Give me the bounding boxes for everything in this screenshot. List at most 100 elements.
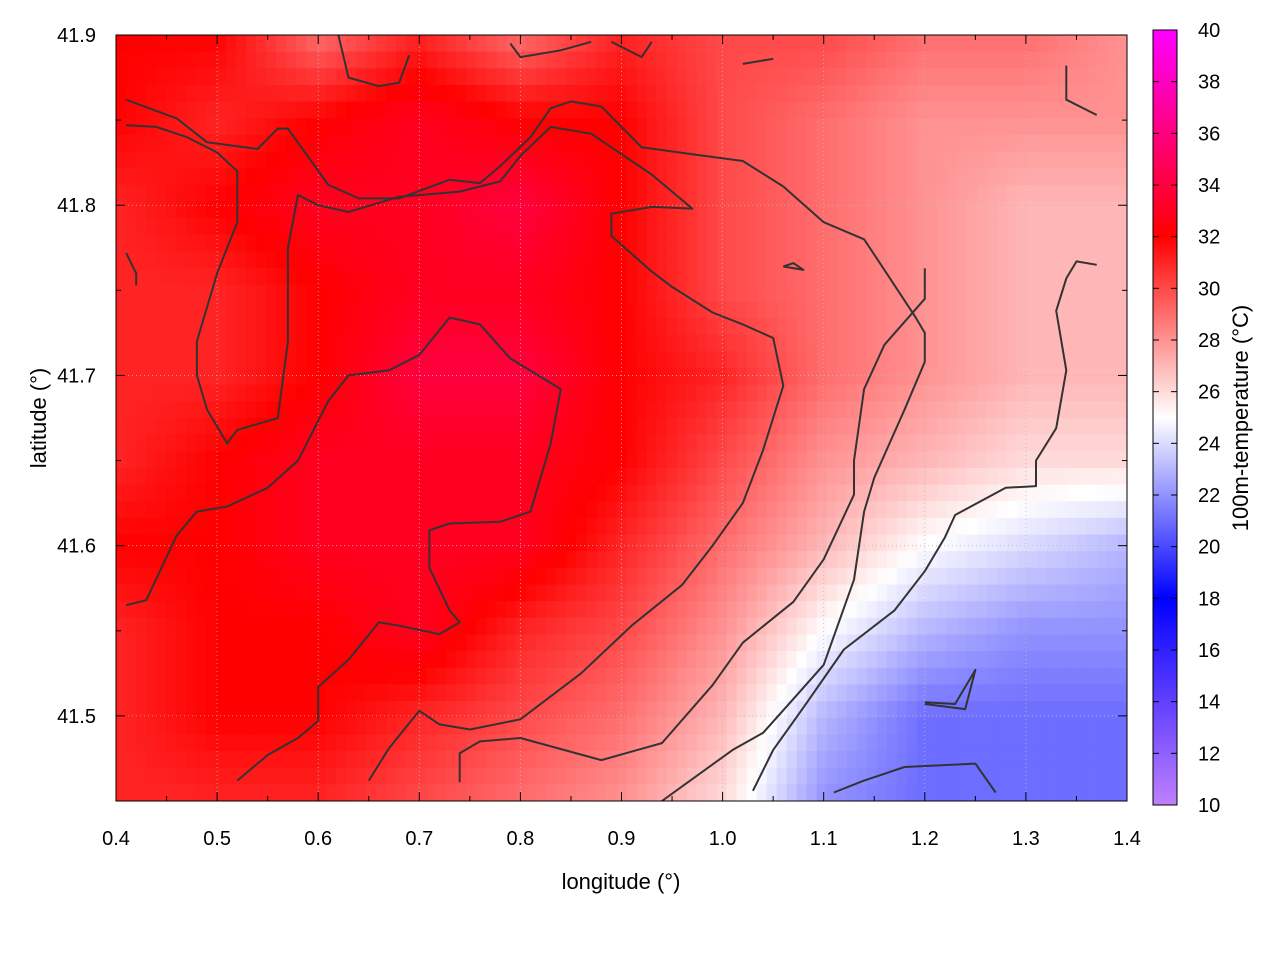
heatmap-cell xyxy=(676,268,688,286)
heatmap-cell xyxy=(436,751,447,769)
heatmap-cell xyxy=(726,384,738,402)
heatmap-cell xyxy=(936,384,948,402)
heatmap-cell xyxy=(246,667,257,686)
heatmap-cell xyxy=(556,551,568,569)
heatmap-cell xyxy=(976,218,988,236)
heatmap-cell xyxy=(1016,184,1028,203)
heatmap-cell xyxy=(706,68,718,86)
heatmap-cell xyxy=(1106,451,1118,469)
heatmap-cell xyxy=(126,184,137,203)
heatmap-cell xyxy=(1086,401,1098,419)
heatmap-cell xyxy=(506,201,517,219)
heatmap-cell xyxy=(606,351,618,369)
heatmap-cell xyxy=(546,51,558,69)
heatmap-cell xyxy=(596,334,608,352)
heatmap-cell xyxy=(246,35,257,53)
heatmap-cell xyxy=(976,234,988,253)
heatmap-cell xyxy=(386,418,397,436)
heatmap-cell xyxy=(816,401,828,419)
colorbar-tick-label: 16 xyxy=(1198,640,1220,662)
heatmap-cell xyxy=(676,201,688,219)
heatmap-cell xyxy=(656,184,668,203)
heatmap-cell xyxy=(566,651,578,669)
heatmap-cell xyxy=(366,268,377,286)
heatmap-cell xyxy=(236,384,247,402)
heatmap-cell xyxy=(566,467,578,486)
heatmap-cell xyxy=(276,634,287,652)
heatmap-cell xyxy=(276,201,287,219)
heatmap-cell xyxy=(436,118,447,136)
heatmap-cell xyxy=(916,118,928,136)
heatmap-cell xyxy=(646,501,658,519)
heatmap-cell xyxy=(696,501,708,519)
heatmap-cell xyxy=(556,334,568,352)
heatmap-cell xyxy=(336,134,347,153)
heatmap-cell xyxy=(606,251,618,269)
heatmap-cell xyxy=(836,467,848,486)
heatmap-cell xyxy=(916,451,928,469)
heatmap-cell xyxy=(346,601,357,619)
heatmap-cell xyxy=(566,218,578,236)
heatmap-cell xyxy=(546,467,558,486)
heatmap-cell xyxy=(1066,418,1078,436)
heatmap-cell xyxy=(876,551,888,569)
heatmap-cell xyxy=(416,567,427,586)
heatmap-cell xyxy=(656,551,668,569)
heatmap-cell xyxy=(566,701,578,719)
heatmap-cell xyxy=(1066,451,1078,469)
heatmap-cell xyxy=(296,434,307,452)
heatmap-cell xyxy=(506,584,517,602)
heatmap-cell xyxy=(1046,667,1058,686)
heatmap-cell xyxy=(416,451,427,469)
heatmap-cell xyxy=(1046,268,1058,286)
heatmap-cell xyxy=(766,51,778,69)
heatmap-cell xyxy=(976,534,988,552)
heatmap-cell xyxy=(506,617,517,636)
heatmap-cell xyxy=(126,68,137,86)
heatmap-cell xyxy=(906,368,918,386)
heatmap-cell xyxy=(746,601,758,619)
heatmap-cell xyxy=(1006,667,1018,686)
heatmap-cell xyxy=(986,168,998,186)
heatmap-cell xyxy=(336,418,347,436)
heatmap-cell xyxy=(826,667,838,686)
heatmap-cell xyxy=(596,451,608,469)
heatmap-cell xyxy=(456,351,467,369)
heatmap-cell xyxy=(446,118,457,136)
heatmap-cell xyxy=(926,168,938,186)
heatmap-cell xyxy=(246,318,257,336)
heatmap-cell xyxy=(446,84,457,103)
heatmap-cell xyxy=(266,134,277,153)
heatmap-cell xyxy=(896,534,908,552)
heatmap-cell xyxy=(306,218,317,236)
heatmap-cell xyxy=(216,201,227,219)
heatmap-cell xyxy=(336,684,347,702)
heatmap-cell xyxy=(576,334,588,352)
heatmap-cell xyxy=(446,551,457,569)
heatmap-cell xyxy=(416,51,427,69)
heatmap-cell xyxy=(776,351,788,369)
heatmap-cell xyxy=(706,218,718,236)
heatmap-cell xyxy=(556,767,568,785)
heatmap-cell xyxy=(436,201,447,219)
heatmap-cell xyxy=(596,168,608,186)
heatmap-cell xyxy=(466,84,477,103)
heatmap-cell xyxy=(726,301,738,319)
heatmap-cell xyxy=(566,767,578,785)
heatmap-cell xyxy=(226,151,237,169)
heatmap-cell xyxy=(706,501,718,519)
heatmap-cell xyxy=(786,717,798,735)
heatmap-cell xyxy=(266,634,277,652)
heatmap-cell xyxy=(816,634,828,652)
heatmap-cell xyxy=(476,701,487,719)
heatmap-cell xyxy=(366,751,377,769)
heatmap-cell xyxy=(796,284,808,303)
heatmap-cell xyxy=(336,717,347,735)
heatmap-cell xyxy=(656,101,668,119)
heatmap-cell xyxy=(496,734,507,752)
heatmap-cell xyxy=(386,251,397,269)
heatmap-cell xyxy=(186,351,197,369)
heatmap-cell xyxy=(586,751,598,769)
heatmap-cell xyxy=(996,784,1008,801)
heatmap-cell xyxy=(856,84,868,103)
